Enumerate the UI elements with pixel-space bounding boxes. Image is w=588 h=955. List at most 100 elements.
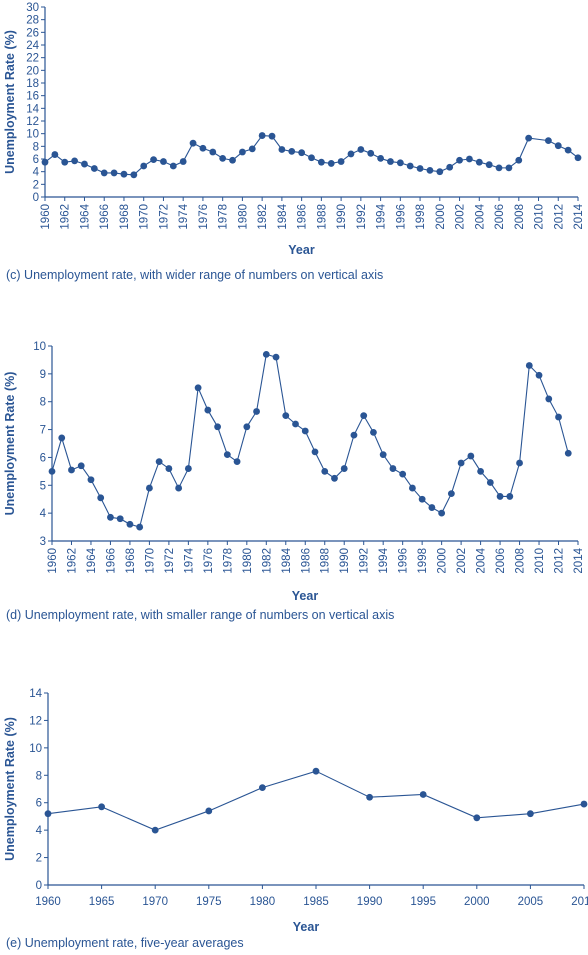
y-tick-label: 7 xyxy=(40,425,46,437)
data-point xyxy=(120,170,128,178)
x-tick-label: 1962 xyxy=(66,548,78,574)
data-point xyxy=(337,158,345,165)
data-point xyxy=(495,164,503,172)
y-tick-label: 2 xyxy=(36,853,42,865)
y-tick-label: 10 xyxy=(33,341,46,353)
data-point xyxy=(456,156,463,164)
data-point xyxy=(41,158,49,166)
data-point xyxy=(574,154,582,162)
data-point xyxy=(146,484,153,492)
data-point xyxy=(233,458,241,466)
chart-caption: (d) Unemployment rate, with smaller rang… xyxy=(6,608,395,622)
x-axis-label: Year xyxy=(292,589,319,603)
data-point xyxy=(61,158,69,166)
data-point xyxy=(466,155,473,163)
data-point xyxy=(399,470,407,478)
x-tick-label: 1974 xyxy=(183,547,195,573)
x-tick-label: 2014 xyxy=(573,547,585,573)
chart-e: 0 2 4 6 8 10 12 14 1960 1965 1970 1975 1980 1985 1990 1… xyxy=(3,688,588,934)
data-point xyxy=(97,494,105,502)
data-point xyxy=(555,413,562,421)
data-point xyxy=(312,767,320,775)
data-point xyxy=(239,148,246,156)
data-point xyxy=(219,154,227,162)
data-point xyxy=(321,467,329,475)
x-tick-label: 1986 xyxy=(300,548,312,574)
data-point xyxy=(130,171,138,179)
chart-panel-d: 3 4 5 6 7 8 9 10 1960 1962 1964 1966 1968 1970 1972 197… xyxy=(0,330,588,630)
data-point xyxy=(140,162,148,170)
x-tick-label: 1988 xyxy=(320,548,332,574)
y-tick-label: 24 xyxy=(26,40,39,52)
data-point xyxy=(107,513,114,521)
x-tick-label: 1962 xyxy=(60,204,72,230)
data-point xyxy=(428,504,436,511)
data-point xyxy=(44,810,52,818)
x-tick-label: 1990 xyxy=(339,548,351,574)
y-tick-label: 26 xyxy=(26,27,39,39)
y-tick-label: 14 xyxy=(29,688,42,700)
chart-d: 3 4 5 6 7 8 9 10 1960 1962 1964 1966 1968 1970 1972 197… xyxy=(3,341,585,603)
chart-panel-e: 0 2 4 6 8 10 12 14 1960 1965 1970 1975 1980 1985 1990 1… xyxy=(0,680,588,955)
x-tick-label: 1965 xyxy=(89,896,115,908)
series-line xyxy=(47,770,585,831)
data-point xyxy=(151,826,159,834)
x-tick-label: 1986 xyxy=(297,204,309,230)
data-point xyxy=(204,406,212,414)
data-point xyxy=(169,162,177,170)
x-tick-label: 1980 xyxy=(242,548,254,574)
x-tick-label: 1988 xyxy=(316,204,328,230)
x-tick-label: 1964 xyxy=(79,203,91,229)
data-point xyxy=(209,148,217,156)
x-tick-label: 1996 xyxy=(398,548,410,574)
x-tick-label: 1960 xyxy=(35,896,61,908)
data-point xyxy=(262,350,270,358)
data-point xyxy=(389,465,397,472)
y-tick-label: 4 xyxy=(40,508,47,520)
chart-caption: (e) Unemployment rate, five-year average… xyxy=(6,936,244,950)
x-tick-label: 2002 xyxy=(456,548,468,574)
data-point xyxy=(357,146,365,153)
data-point xyxy=(205,807,213,815)
x-tick-label: 2006 xyxy=(494,204,506,230)
data-point xyxy=(150,156,157,164)
data-point xyxy=(396,159,404,167)
data-point xyxy=(564,449,572,457)
x-tick-label: 1970 xyxy=(144,548,156,574)
data-point xyxy=(292,420,299,428)
x-tick-label: 2014 xyxy=(573,203,585,229)
data-point xyxy=(248,145,256,153)
data-point xyxy=(331,474,338,482)
data-point xyxy=(486,479,494,486)
chart-panel-c: 0 2 4 6 8 10 12 14 16 18 20 22 24 26 28 30 1960 1962 1964 1… xyxy=(0,0,588,290)
x-tick-label: 1976 xyxy=(198,204,210,230)
x-tick-label: 1970 xyxy=(139,204,151,230)
data-point xyxy=(340,465,348,472)
x-tick-label: 1976 xyxy=(203,548,215,574)
data-point xyxy=(68,466,75,474)
x-tick-label: 2004 xyxy=(476,547,488,573)
data-point xyxy=(418,495,426,503)
y-tick-label: 14 xyxy=(26,103,39,115)
data-point xyxy=(473,814,481,822)
y-tick-label: 20 xyxy=(26,65,39,77)
data-point xyxy=(544,137,552,145)
data-point xyxy=(278,146,286,153)
y-tick-label: 28 xyxy=(26,15,39,27)
data-point xyxy=(223,451,231,459)
data-point xyxy=(535,371,543,379)
x-tick-label: 1982 xyxy=(257,204,269,230)
data-point xyxy=(81,160,88,168)
x-tick-label: 2004 xyxy=(474,203,486,229)
y-tick-label: 5 xyxy=(40,480,46,492)
data-point xyxy=(436,168,444,176)
data-point xyxy=(179,158,187,165)
y-axis-label: Unemployment Rate (%) xyxy=(3,717,17,861)
data-point xyxy=(317,158,325,166)
x-tick-label: 1998 xyxy=(415,204,427,230)
x-tick-label: 1966 xyxy=(105,548,117,574)
series-line xyxy=(51,353,569,528)
y-tick-label: 6 xyxy=(33,154,39,166)
y-tick-label: 0 xyxy=(36,880,42,892)
